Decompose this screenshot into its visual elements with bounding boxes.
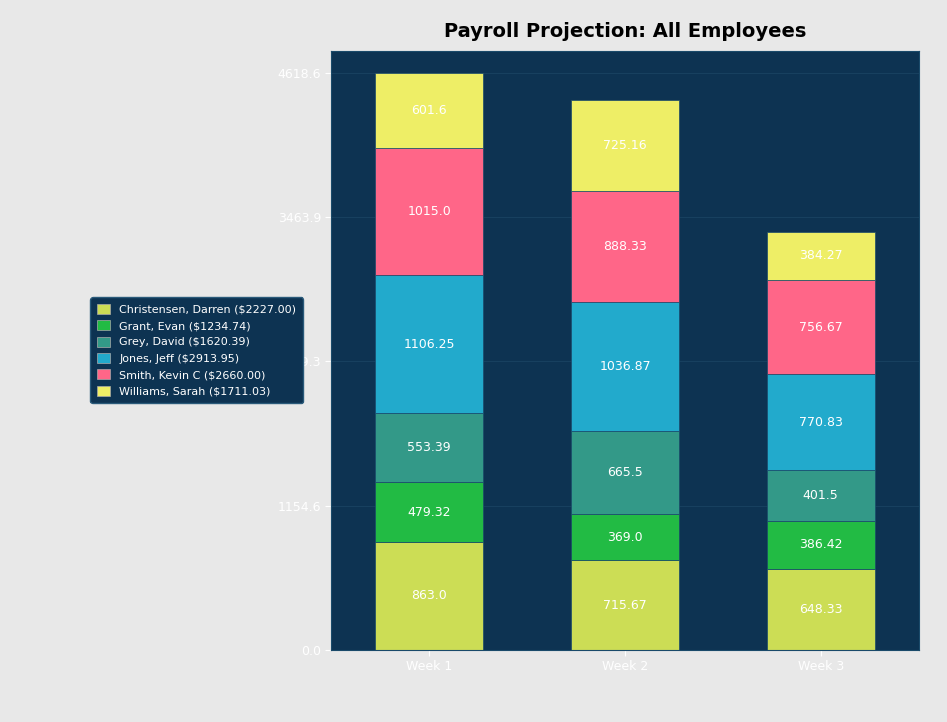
Text: 863.0: 863.0 [411, 589, 447, 602]
Text: 386.42: 386.42 [799, 538, 843, 551]
Text: 369.0: 369.0 [607, 531, 643, 544]
Text: 725.16: 725.16 [603, 139, 647, 152]
Bar [571, 191, 679, 302]
Bar [375, 482, 483, 542]
Text: 1015.0: 1015.0 [407, 205, 451, 218]
Text: 715.67: 715.67 [603, 599, 647, 612]
Bar [375, 542, 483, 650]
Text: 1106.25: 1106.25 [403, 338, 456, 351]
Bar [571, 560, 679, 650]
Text: 756.67: 756.67 [799, 321, 843, 334]
Bar [767, 280, 875, 374]
Text: 384.27: 384.27 [799, 249, 843, 262]
Text: 665.5: 665.5 [607, 466, 643, 479]
Text: 888.33: 888.33 [603, 240, 647, 253]
Bar [767, 471, 875, 521]
Bar [375, 73, 483, 148]
Bar [767, 569, 875, 650]
Text: 601.6: 601.6 [412, 104, 447, 117]
Text: 1036.87: 1036.87 [599, 360, 651, 373]
Text: 401.5: 401.5 [803, 489, 839, 502]
Bar [571, 514, 679, 560]
Legend: Christensen, Darren ($2227.00), Grant, Evan ($1234.74), Grey, David ($1620.39), : Christensen, Darren ($2227.00), Grant, E… [90, 297, 303, 403]
Bar [375, 148, 483, 275]
Title: Payroll Projection: All Employees: Payroll Projection: All Employees [444, 22, 806, 40]
Bar [767, 232, 875, 280]
Bar [375, 275, 483, 413]
Text: 553.39: 553.39 [407, 441, 451, 454]
Text: 479.32: 479.32 [407, 505, 451, 518]
Bar [767, 374, 875, 471]
Bar [767, 521, 875, 569]
Text: 770.83: 770.83 [799, 416, 843, 429]
Bar [571, 302, 679, 431]
Bar [375, 413, 483, 482]
Bar [571, 431, 679, 514]
Text: 648.33: 648.33 [799, 603, 843, 616]
Bar [571, 100, 679, 191]
